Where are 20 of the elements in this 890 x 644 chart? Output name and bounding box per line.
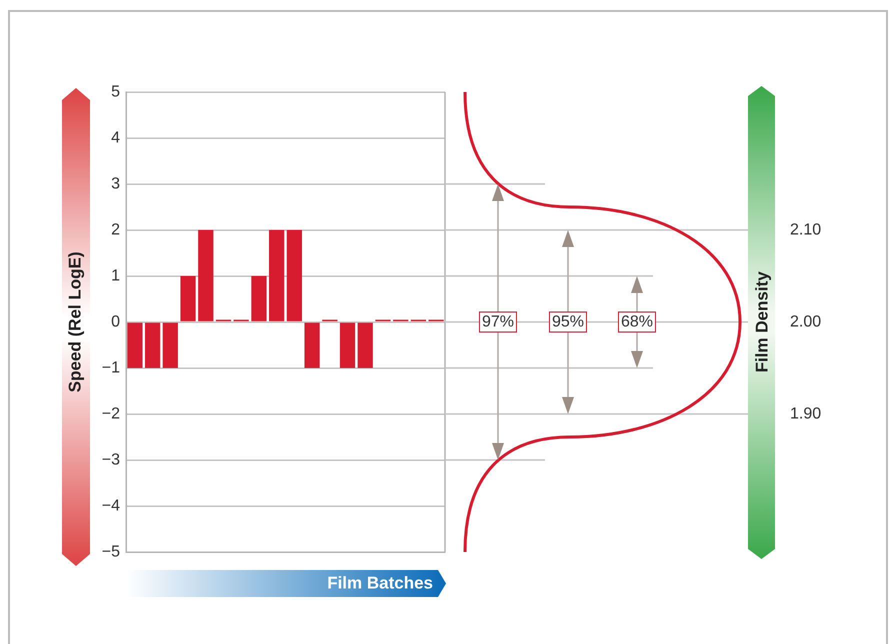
y-tick-label: 4 <box>111 129 120 146</box>
y-tick-label: −2 <box>102 405 120 422</box>
y-tick-label: −5 <box>102 543 120 560</box>
y-tick-label: −3 <box>102 451 120 468</box>
y-tick-label: −4 <box>102 497 120 514</box>
y2-tick-label: 2.10 <box>790 221 822 238</box>
text: 97% <box>478 312 518 332</box>
y-tick-label: 1 <box>111 267 120 284</box>
x-axis-title: Film Batches <box>327 574 433 593</box>
y2-tick-label: 1.90 <box>790 405 822 422</box>
y-tick-label: 0 <box>111 313 120 330</box>
y-axis-title: Speed (Rel LogE) <box>66 252 85 392</box>
y-tick-label: −1 <box>102 359 120 376</box>
y-tick-label: 5 <box>111 83 120 100</box>
y2-tick-label: 2.00 <box>790 313 822 330</box>
y2-axis-title: Film Density <box>752 270 772 373</box>
y-tick-label: 3 <box>111 175 120 192</box>
text: 95% <box>548 312 588 332</box>
y-tick-label: 2 <box>111 221 120 238</box>
text: 68% <box>618 312 656 332</box>
